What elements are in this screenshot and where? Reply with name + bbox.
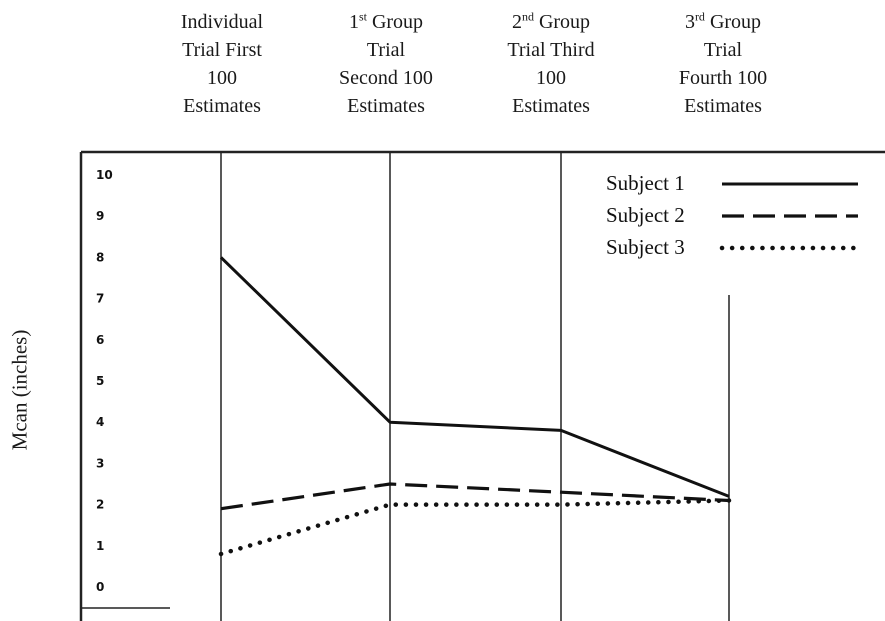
column-header-3-ordinal: 2 bbox=[511, 11, 522, 33]
column-header-2-line3: Second 100 bbox=[339, 67, 433, 89]
legend-label-3: Subject 3 bbox=[606, 235, 685, 259]
column-header-3: 2nd Group Trial Third 100 Estimates bbox=[486, 8, 616, 120]
y-tick-labels: 0 1 2 3 4 5 6 7 8 9 10 bbox=[96, 168, 113, 594]
column-header-3-line4: Estimates bbox=[512, 95, 590, 117]
y-tick-label: 4 bbox=[96, 415, 104, 429]
y-tick-label: 6 bbox=[96, 333, 104, 347]
y-tick-label: 9 bbox=[96, 209, 104, 223]
column-header-4-line3: Fourth 100 bbox=[678, 67, 768, 89]
column-header-3-line2: Trial Third bbox=[507, 39, 595, 61]
column-header-4-line4: Estimates bbox=[684, 95, 762, 117]
y-tick-label: 10 bbox=[96, 168, 113, 182]
y-tick-label: 0 bbox=[96, 580, 104, 594]
column-header-2-line4: Estimates bbox=[347, 95, 425, 117]
y-tick-label: 7 bbox=[96, 292, 104, 306]
column-header-3-word: Group bbox=[533, 11, 591, 33]
column-header-2-line2: Trial bbox=[366, 39, 406, 61]
legend-label-1: Subject 1 bbox=[606, 171, 685, 195]
column-header-4-line1: 3rd Group bbox=[658, 8, 788, 36]
series-line-1 bbox=[219, 256, 730, 498]
y-tick-label: 8 bbox=[96, 250, 104, 264]
column-header-4: 3rd Group Trial Fourth 100 Estimates bbox=[658, 8, 788, 120]
series-lines bbox=[218, 256, 732, 557]
y-tick-label: 1 bbox=[96, 539, 104, 553]
column-header-4-line2: Trial bbox=[703, 39, 743, 61]
column-header-1-line1: Individual bbox=[180, 11, 264, 33]
column-header-2-line1: 1st Group bbox=[321, 8, 451, 36]
column-header-4-suffix: rd bbox=[694, 9, 705, 24]
column-header-1-line3: 100 bbox=[207, 67, 237, 89]
y-tick-label: 3 bbox=[96, 456, 104, 470]
y-tick-label: 5 bbox=[96, 374, 104, 388]
column-header-2-ordinal: 1 bbox=[348, 11, 359, 33]
column-header-1: Individual Trial First 100 Estimates bbox=[157, 8, 287, 120]
legend-label-2: Subject 2 bbox=[606, 203, 685, 227]
column-header-1-line2: Trial First bbox=[182, 39, 262, 61]
column-header-2-suffix: st bbox=[358, 9, 367, 24]
column-header-2-word: Group bbox=[366, 11, 424, 33]
series-line-2 bbox=[220, 482, 730, 511]
legend: Subject 1 Subject 2 Subject 3 bbox=[606, 171, 861, 259]
y-axis-label: Mcan (inches) bbox=[7, 329, 32, 451]
column-header-3-line3: 100 bbox=[536, 67, 566, 89]
series-line-3 bbox=[218, 498, 732, 557]
column-header-4-ordinal: 3 bbox=[684, 11, 695, 33]
column-header-2: 1st Group Trial Second 100 Estimates bbox=[321, 8, 451, 120]
column-header-4-word: Group bbox=[704, 11, 762, 33]
chart-frame bbox=[79, 150, 885, 621]
column-header-3-suffix: nd bbox=[521, 9, 534, 24]
y-tick-label: 2 bbox=[96, 498, 104, 512]
column-header-3-line1: 2nd Group bbox=[486, 8, 616, 36]
column-header-1-line4: Estimates bbox=[183, 95, 261, 117]
